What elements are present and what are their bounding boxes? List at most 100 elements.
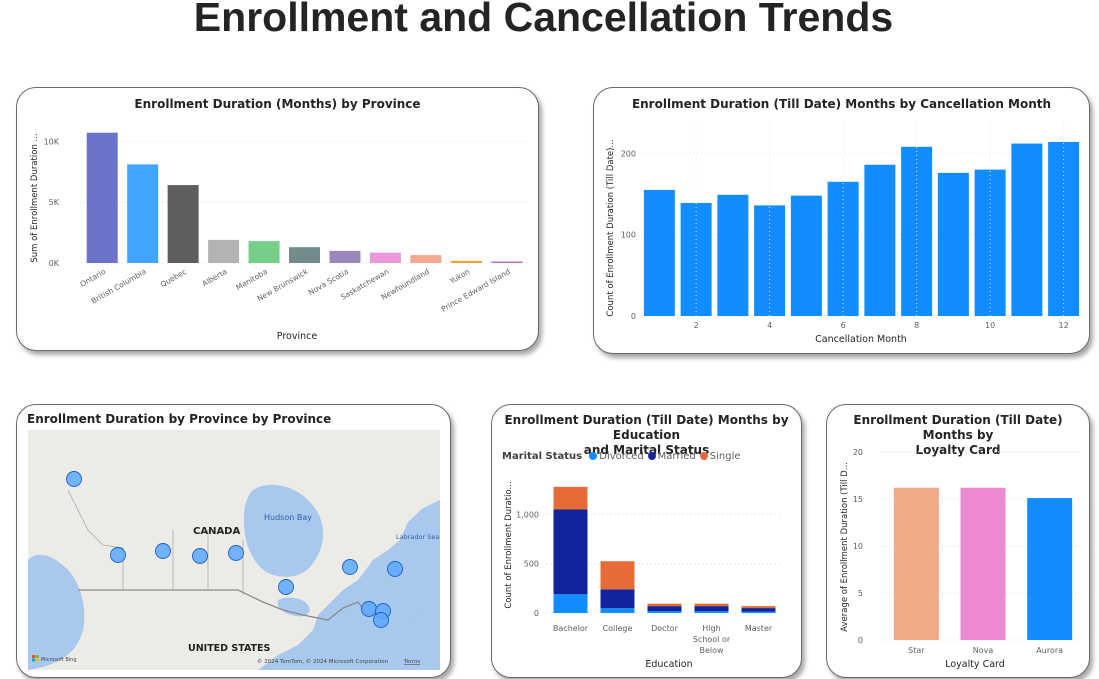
bar-month-1[interactable] — [643, 189, 675, 316]
map-terms-link[interactable]: Terms — [403, 659, 420, 665]
map-canvas[interactable]: CANADA Hudson Bay Labrador Sea UNITED ST… — [28, 430, 440, 670]
province-bubble[interactable] — [373, 612, 389, 628]
y-tick-label: 5 — [858, 589, 863, 598]
loyalty-chart-card[interactable]: Enrollment Duration (Till Date) Months b… — [826, 404, 1090, 678]
bar-segment-married[interactable] — [600, 589, 635, 609]
bar-segment-single[interactable] — [741, 606, 776, 609]
bar-segment-single[interactable] — [600, 561, 635, 590]
y-tick-label: 500 — [524, 560, 539, 569]
x-tick-label: Prince Edward Island — [440, 267, 512, 314]
bar-new-brunswick[interactable] — [289, 247, 320, 263]
province-chart-card[interactable]: Enrollment Duration (Months) by Province… — [16, 87, 539, 351]
bar-segment-married[interactable] — [741, 608, 776, 612]
bar-alberta[interactable] — [208, 239, 240, 263]
x-tick-label: Ontario — [79, 267, 108, 289]
province-bubble[interactable] — [66, 471, 82, 487]
bar-segment-divorced[interactable] — [553, 594, 588, 613]
province-bubble[interactable] — [228, 545, 244, 561]
map-label-hudson-bay: Hudson Bay — [264, 513, 312, 522]
bar-month-6[interactable] — [827, 181, 859, 316]
bar-segment-divorced[interactable] — [600, 608, 635, 613]
x-tick-label: 2 — [694, 321, 699, 330]
province-bubble[interactable] — [110, 547, 126, 563]
x-tick-label: Doctor — [651, 624, 678, 633]
bar-segment-married[interactable] — [647, 606, 682, 612]
legend-married[interactable]: Married — [644, 451, 696, 462]
x-tick-label: 8 — [914, 321, 919, 330]
province-map-card[interactable]: Enrollment Duration by Province by Provi… — [16, 404, 451, 678]
bar-month-3[interactable] — [717, 194, 749, 316]
bar-yukon[interactable] — [450, 260, 482, 263]
x-tick-label: Bachelor — [553, 624, 589, 633]
bar-manitoba[interactable] — [248, 241, 280, 263]
bar-segment-divorced[interactable] — [694, 611, 729, 613]
bar-aurora[interactable] — [1027, 498, 1073, 640]
province-chart-title: Enrollment Duration (Months) by Province — [134, 97, 421, 111]
bar-segment-divorced[interactable] — [741, 611, 776, 613]
x-tick-label: Quebec — [159, 267, 188, 289]
map-label-labrador-sea: Labrador Sea — [396, 533, 439, 541]
province-map[interactable]: CANADA Hudson Bay Labrador Sea UNITED ST… — [28, 430, 440, 670]
legend-single[interactable]: Single — [696, 451, 741, 462]
bar-segment-married[interactable] — [553, 509, 588, 595]
bar-month-9[interactable] — [937, 172, 969, 316]
bar-segment-married[interactable] — [694, 606, 729, 612]
bar-saskatchewan[interactable] — [369, 252, 401, 263]
education-title-line2: and Marital Status — [583, 443, 710, 457]
bar-british-columbia[interactable] — [127, 164, 159, 263]
province-bubble[interactable] — [192, 548, 208, 564]
province-bubble[interactable] — [342, 559, 358, 575]
bar-prince-edward-island[interactable] — [491, 261, 523, 263]
cancellation-chart-card[interactable]: Enrollment Duration (Till Date) Months b… — [593, 87, 1090, 354]
map-bing-label: Microsoft Bing — [41, 657, 77, 663]
loyalty-title-line1: Enrollment Duration (Till Date) Months b… — [853, 413, 1063, 442]
bar-month-5[interactable] — [790, 195, 822, 316]
loyalty-title-line2: Loyalty Card — [915, 443, 1001, 457]
x-tick-label: Yukon — [447, 267, 472, 286]
y-tick-label: 1,000 — [516, 510, 539, 519]
x-tick-label: Master — [745, 624, 773, 633]
loyalty-bar-chart: 0 5 10 15 20 Star Nova Aurora Loyalty Card Averag… — [840, 448, 1082, 670]
y-tick-label: 0 — [631, 312, 636, 321]
province-bubble[interactable] — [155, 543, 171, 559]
bar-nova[interactable] — [960, 487, 1006, 640]
loyalty-chart-title: Enrollment Duration (Till Date) Months b… — [827, 413, 1089, 458]
y-axis-title: Average of Enrollment Duration (Till D..… — [840, 462, 850, 632]
bar-month-11[interactable] — [1011, 143, 1043, 316]
education-title-line1: Enrollment Duration (Till Date) Months b… — [504, 413, 789, 442]
bar-newfoundland[interactable] — [410, 255, 442, 263]
bar-month-7[interactable] — [864, 164, 896, 316]
y-axis-title: Sum of Enrollment Duration ... — [30, 133, 40, 262]
x-tick-label: High School or Below — [693, 624, 731, 655]
x-tick-label: Star — [908, 646, 925, 655]
cancellation-chart-title: Enrollment Duration (Till Date) Months b… — [631, 97, 1052, 111]
bar-star[interactable] — [893, 487, 939, 640]
bar-segment-single[interactable] — [553, 486, 588, 510]
province-bubble[interactable] — [387, 561, 403, 577]
y-tick-label: 15 — [853, 495, 863, 504]
legend-divorced[interactable]: Divorced — [585, 451, 644, 462]
bar-segment-single[interactable] — [647, 603, 682, 607]
page-title: Enrollment and Cancellation Trends — [193, 0, 894, 40]
y-tick-label: 0 — [534, 609, 539, 618]
map-label-united-states: UNITED STATES — [188, 643, 271, 654]
province-bubble[interactable] — [361, 601, 377, 617]
y-tick-label: 0K — [49, 259, 60, 268]
hudson-bay-water — [243, 484, 324, 577]
map-label-canada: CANADA — [193, 526, 240, 537]
map-bubbles[interactable] — [66, 471, 403, 628]
province-bubble[interactable] — [278, 579, 294, 595]
legend-married-dot — [647, 452, 656, 460]
bar-ontario[interactable] — [86, 132, 118, 263]
x-axis-title: Cancellation Month — [815, 334, 907, 345]
education-chart-card[interactable]: Enrollment Duration (Till Date) Months b… — [491, 404, 802, 678]
y-axis-title: Count of Enrollment Duratio... — [504, 481, 514, 608]
y-axis-title: Count of Enrollment Duration (Till Date)… — [606, 139, 616, 316]
bar-quebec[interactable] — [167, 185, 199, 263]
bar-segment-divorced[interactable] — [647, 611, 682, 613]
bar-segment-single[interactable] — [694, 603, 729, 607]
bar-month-12[interactable] — [1048, 141, 1080, 316]
bar-nova-scotia[interactable] — [329, 250, 361, 263]
yukon-border — [67, 489, 124, 549]
